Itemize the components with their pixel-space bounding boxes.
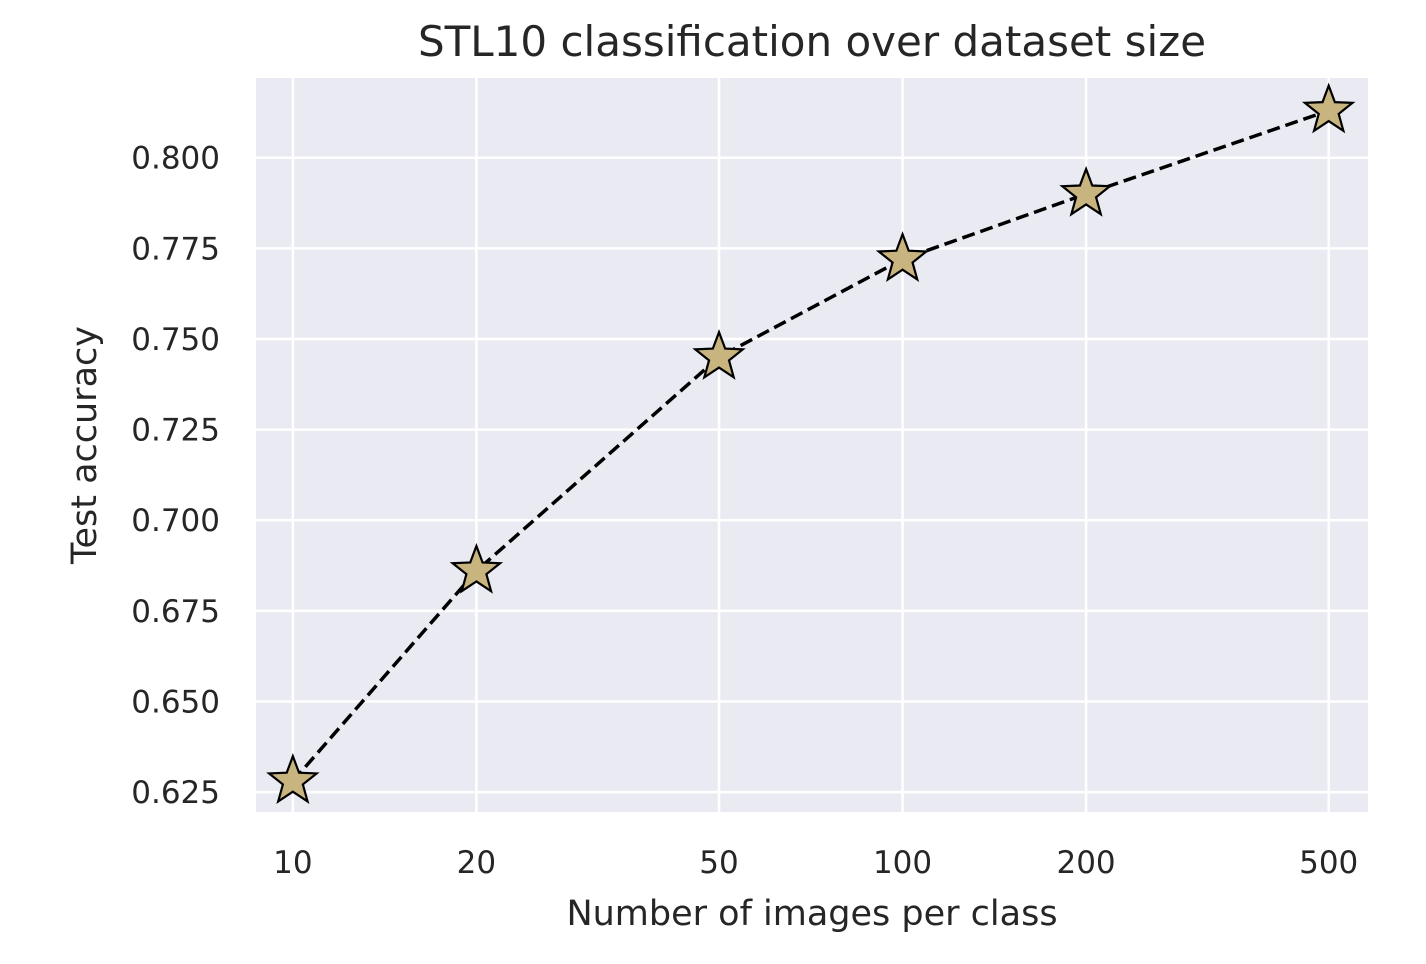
chart-title: STL10 classification over dataset size [418, 17, 1206, 66]
x-tick-label: 200 [1056, 845, 1115, 881]
y-tick-label: 0.650 [131, 684, 220, 720]
series-line [291, 108, 1330, 783]
data-point-star [449, 542, 504, 594]
data-point-star [1301, 82, 1356, 134]
y-axis-label: Test accuracy [65, 326, 105, 565]
y-tick-label: 0.625 [131, 775, 220, 811]
y-tick-label: 0.800 [131, 141, 220, 177]
y-tick-label: 0.675 [131, 594, 220, 630]
x-tick-label: 500 [1299, 845, 1358, 881]
x-tick-label: 50 [699, 845, 738, 881]
y-tick-label: 0.700 [131, 503, 220, 539]
data-point-star [1059, 165, 1113, 217]
x-tick-labels: 10 20 50 100 200 500 [273, 845, 1358, 881]
data-point-star [266, 753, 320, 804]
x-tick-label: 10 [273, 845, 312, 881]
series-layer [266, 82, 1356, 804]
y-tick-label: 0.750 [131, 322, 220, 358]
y-tick-label: 0.725 [131, 413, 220, 449]
data-point-star [875, 231, 930, 283]
data-point-star [692, 328, 746, 380]
plot-area [256, 78, 1368, 812]
y-tick-labels: 0.625 0.650 0.675 0.700 0.725 0.750 0.775 0.800 [131, 141, 220, 811]
x-axis-label: Number of images per class [566, 894, 1057, 934]
grid-lines [256, 78, 1368, 812]
x-tick-label: 100 [873, 845, 932, 881]
y-tick-label: 0.775 [131, 231, 220, 267]
x-tick-label: 20 [457, 845, 496, 881]
